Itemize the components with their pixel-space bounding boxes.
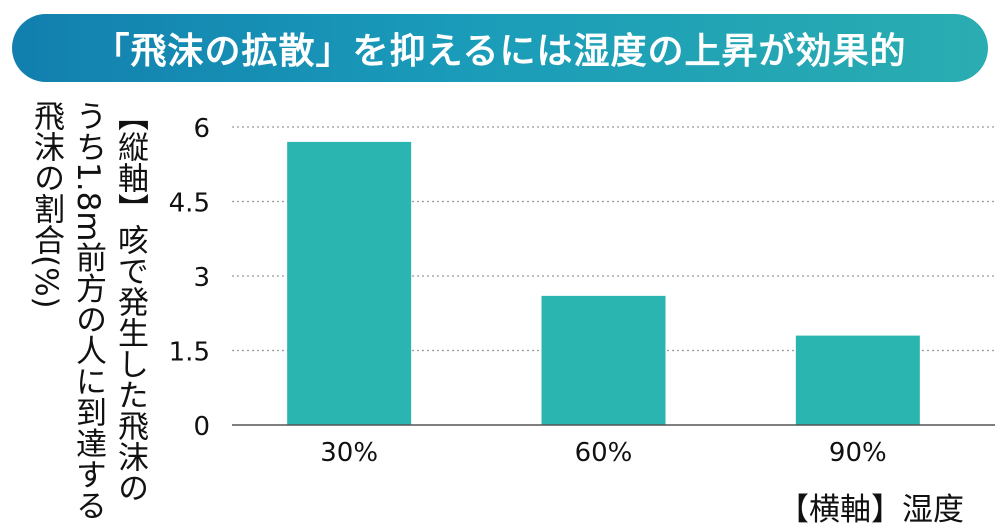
- y-tick-label: 6: [193, 114, 210, 144]
- chart-title: 「飛沫の拡散」を抑えるには湿度の上昇が効果的: [93, 31, 907, 72]
- y-tick-label: 3: [193, 263, 210, 293]
- x-tick-label: 60%: [575, 438, 633, 468]
- bar: [541, 295, 666, 425]
- x-tick-label: 90%: [829, 438, 887, 468]
- y-axis-label-line-2: うち1.8m前方の人に到達する: [70, 100, 106, 521]
- x-tick-label: 30%: [320, 438, 378, 468]
- y-tick-label: 4.5: [169, 189, 210, 219]
- title-banner: 「飛沫の拡散」を抑えるには湿度の上昇が効果的: [12, 14, 988, 82]
- bar: [795, 335, 920, 425]
- bar: [287, 141, 412, 425]
- y-axis-label-line-3: 飛沫の割合(%): [28, 100, 64, 309]
- y-axis-label-line-1: 【縦軸】咳で発生した飛沫の: [112, 100, 148, 503]
- x-axis-label: 【横軸】湿度: [778, 492, 964, 528]
- y-tick-label: 1.5: [169, 338, 210, 368]
- y-tick-label: 0: [193, 412, 210, 442]
